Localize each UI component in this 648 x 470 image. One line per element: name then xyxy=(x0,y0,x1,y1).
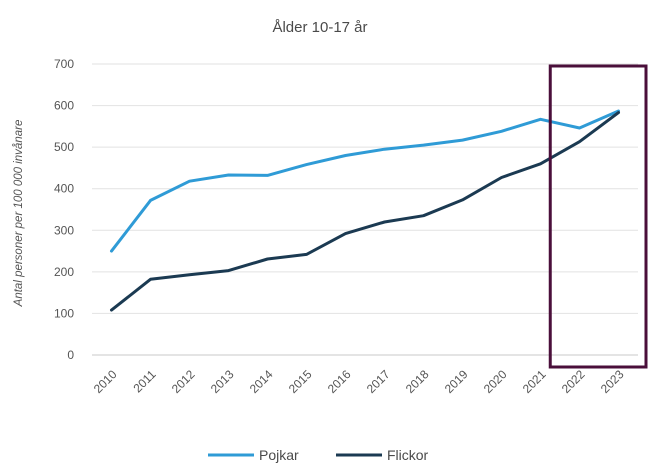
y-tick-label: 700 xyxy=(54,57,74,71)
y-axis-label: Antal personer per 100 000 invånare xyxy=(13,120,25,308)
y-tick-label: 0 xyxy=(67,348,74,362)
series-line-pojkar xyxy=(110,109,620,253)
y-tick-label: 500 xyxy=(54,140,74,154)
x-axis-ticks: 2010 2011 2012 2013 2014 2015 2016 2017 2018 2019… xyxy=(91,367,627,396)
legend: Pojkar Flickor xyxy=(208,447,429,463)
gridlines xyxy=(92,63,638,356)
x-tick-label: 2014 xyxy=(247,367,276,396)
series-line-flickor xyxy=(110,111,620,312)
x-tick-label: 2012 xyxy=(169,367,198,396)
x-tick-label: 2023 xyxy=(598,367,627,396)
x-tick-label: 2019 xyxy=(442,367,471,396)
x-tick-label: 2020 xyxy=(481,367,510,396)
chart-title: Ålder 10-17 år xyxy=(272,19,367,36)
legend-label-flickor: Flickor xyxy=(387,447,429,463)
y-tick-label: 100 xyxy=(54,306,74,320)
x-tick-label: 2022 xyxy=(559,367,588,396)
x-tick-label: 2018 xyxy=(403,367,432,396)
x-tick-label: 2015 xyxy=(286,367,315,396)
x-tick-label: 2010 xyxy=(91,367,120,396)
x-tick-label: 2013 xyxy=(208,367,237,396)
x-tick-label: 2021 xyxy=(520,367,549,396)
y-tick-label: 600 xyxy=(54,99,74,113)
y-axis-ticks: 0 100 200 300 400 500 600 700 xyxy=(54,57,74,362)
x-tick-label: 2011 xyxy=(130,367,158,395)
y-tick-label: 200 xyxy=(54,265,74,279)
y-tick-label: 300 xyxy=(54,223,74,237)
y-tick-label: 400 xyxy=(54,182,74,196)
x-tick-label: 2017 xyxy=(364,367,393,396)
legend-label-pojkar: Pojkar xyxy=(259,447,299,463)
series-lines xyxy=(110,109,620,312)
highlight-box xyxy=(548,64,648,369)
x-tick-label: 2016 xyxy=(325,367,354,396)
